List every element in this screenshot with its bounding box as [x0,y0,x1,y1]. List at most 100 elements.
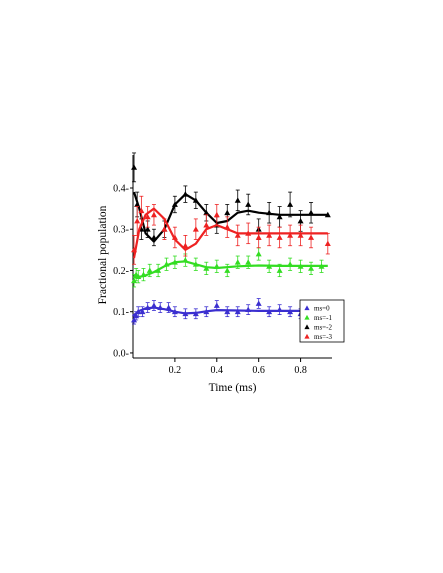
series-3 [131,195,331,265]
legend-marker [304,305,310,311]
legend-label: ms=-3 [314,333,332,341]
data-point [297,232,304,238]
data-point [287,261,294,267]
data-point [165,304,172,310]
data-point [182,242,189,249]
data-point [266,232,273,238]
data-point [308,234,315,240]
legend-marker [304,333,310,339]
legend: ms=0ms=-1 ms=-2ms=-3 [299,299,345,343]
data-point [139,308,146,315]
data-point [161,226,168,232]
series-1 [131,247,328,288]
data-point [131,246,138,253]
data-point [276,306,283,313]
y-tick-label: 0.0- [113,348,129,359]
y-tick-label: 0.2- [113,266,129,277]
data-point [144,226,151,232]
data-point [192,197,199,203]
data-point [287,201,294,207]
data-point [203,222,210,228]
data-point [297,217,304,224]
data-point [245,259,252,265]
data-point [234,259,241,265]
legend-label: ms=-2 [314,324,332,332]
data-point [245,201,252,207]
data-point [287,308,294,315]
data-point [182,310,189,317]
y-tick-label: 0.3- [113,225,129,236]
data-point [297,263,304,269]
data-point [131,277,138,284]
data-point [144,213,151,220]
legend-label: ms=0 [314,305,330,313]
data-point [324,240,331,247]
data-point [134,217,141,224]
legend-label: ms=-1 [314,314,332,322]
data-point [203,265,210,271]
data-point [138,207,145,214]
data-point [150,302,157,308]
data-point [287,232,294,238]
data-point [135,308,142,315]
data-point [224,267,231,273]
data-point [171,308,178,315]
data-point [266,263,273,269]
y-axis-title: Fractional population [97,205,109,304]
fit-line [132,260,328,279]
data-point [276,234,283,240]
data-point [192,261,199,267]
data-point [266,209,273,216]
x-tick-label: 0.6 [252,365,265,376]
data-point [234,232,241,238]
data-point [224,224,231,230]
y-tick-label: 0.1- [113,307,129,318]
data-point [224,308,231,315]
data-point [163,261,170,267]
x-tick-label: 0.8 [294,365,307,376]
data-point [171,234,178,240]
x-tick-label: 0.2 [169,365,182,376]
data-point [135,273,142,280]
y-tick-label: 0.4- [113,183,129,194]
data-point [171,259,178,265]
data-point [144,304,151,310]
x-tick-label: 0.4 [211,365,224,376]
data-point [134,201,141,207]
legend-marker [304,324,310,330]
data-point [245,230,252,236]
data-point [318,263,325,269]
data-point [213,263,220,269]
data-point [308,265,315,271]
x-axis-title: Time (ms) [209,382,257,394]
data-point [213,302,220,308]
data-point [155,267,162,273]
data-point [192,310,199,317]
data-point [234,308,241,315]
data-point [224,209,231,216]
data-point [150,211,157,218]
data-point [276,267,283,273]
legend-marker [304,314,310,320]
data-point [234,197,241,203]
data-point [255,250,262,257]
data-point [255,234,262,240]
data-point [157,304,164,310]
data-point [171,201,178,207]
data-point [182,191,189,197]
data-point [192,226,199,232]
data-point [131,316,138,323]
data-point [182,257,189,263]
data-point [203,209,210,216]
data-point [255,300,262,306]
data-point [150,234,157,240]
data-point [203,308,210,315]
data-point [245,306,252,313]
plot-area: 0.0-0.1-0.2-0.3-0.4-0.2 0.4 0.6 0.8ms=0ms=-… [113,152,345,376]
data-point [308,209,315,216]
data-point [213,211,220,218]
data-point [140,271,147,277]
data-point [131,164,138,170]
data-point [266,308,273,315]
